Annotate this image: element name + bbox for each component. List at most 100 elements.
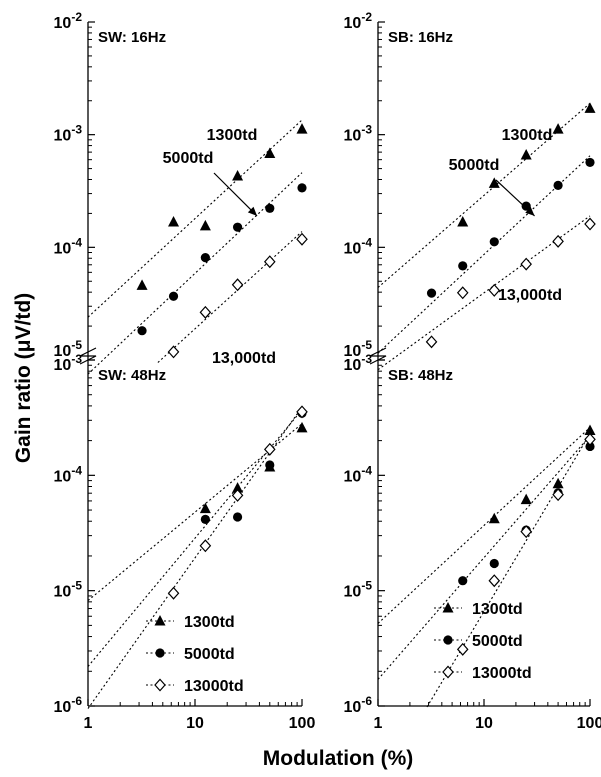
series	[87, 172, 307, 375]
triangle-marker	[488, 512, 500, 524]
y-tick-label: 10-5	[54, 338, 83, 360]
diamond-marker	[488, 574, 501, 588]
triangle-marker	[232, 169, 244, 181]
diamond-marker	[199, 305, 212, 319]
annotation-label: 13,000td	[212, 350, 276, 367]
triangle-marker	[457, 215, 469, 227]
fit-line	[426, 433, 591, 708]
circle-marker	[458, 576, 468, 586]
x-tick-label: 1	[374, 715, 383, 732]
triangle-marker	[520, 493, 532, 505]
y-tick-label: 10-3	[54, 352, 83, 374]
circle-marker	[168, 291, 179, 301]
circle-marker	[489, 558, 499, 569]
series	[377, 155, 595, 354]
triangle-marker	[520, 148, 532, 160]
y-tick-label: 10-4	[344, 235, 373, 257]
x-tick-label: 10	[186, 715, 204, 732]
triangle-marker	[296, 421, 308, 433]
series	[377, 215, 596, 371]
circle-marker	[553, 180, 563, 190]
fit-line	[87, 409, 303, 667]
triangle-marker	[199, 502, 211, 514]
triangle-marker	[264, 147, 276, 159]
y-tick-label: 10-3	[54, 123, 83, 145]
diamond-marker	[442, 665, 454, 679]
diamond-marker	[231, 278, 244, 292]
panel-title: SW: 48Hz	[98, 367, 166, 384]
circle-marker	[265, 460, 275, 470]
diamond-marker	[263, 442, 276, 456]
legend-label: 13000td	[184, 678, 244, 695]
diamond-marker	[296, 405, 308, 419]
triangle-marker	[154, 615, 166, 626]
triangle-marker	[488, 177, 500, 188]
annotation-label: 13,000td	[498, 287, 562, 304]
series	[87, 421, 308, 602]
triangle-marker	[168, 215, 180, 227]
x-tick-label: 100	[577, 715, 601, 732]
x-axis-title: Modulation (%)	[263, 747, 413, 770]
triangle-marker	[552, 477, 564, 489]
triangle-marker	[199, 219, 211, 231]
circle-marker	[232, 512, 243, 522]
annotation-arrow-head	[525, 206, 535, 216]
triangle-marker	[552, 123, 564, 134]
fit-line	[377, 102, 591, 288]
fit-line	[87, 406, 303, 709]
circle-marker	[297, 183, 307, 193]
diamond-marker	[231, 488, 244, 502]
diamond-marker	[167, 586, 180, 600]
y-tick-label: 10-5	[54, 579, 83, 601]
triangle-marker	[136, 279, 148, 290]
annotation-arrow-head	[247, 206, 258, 216]
x-tick-label: 100	[289, 715, 316, 732]
annotation-label: 1300td	[207, 127, 258, 144]
legend-label: 5000td	[184, 646, 235, 663]
circle-marker	[232, 222, 243, 232]
y-tick-label: 10-3	[344, 352, 373, 374]
panel: 10-6 10-5 10-4 10-3 1 10 100 SB: 48Hz 1300td 5000…	[344, 352, 601, 732]
diamond-marker	[167, 345, 180, 359]
y-tick-label: 10-4	[344, 463, 373, 485]
annotation-label: 5000td	[449, 157, 500, 174]
triangle-marker	[584, 424, 596, 435]
circle-marker	[443, 635, 453, 645]
y-tick-label: 10-6	[54, 694, 83, 716]
panel-title: SB: 16Hz	[388, 29, 453, 46]
fit-line	[157, 231, 303, 363]
circle-marker	[489, 237, 499, 247]
series	[377, 102, 596, 288]
series	[426, 432, 596, 708]
circle-marker	[265, 203, 275, 213]
fit-line	[377, 215, 591, 371]
panel-title: SW: 16Hz	[98, 29, 166, 46]
y-tick-label: 10-4	[54, 235, 83, 257]
annotation-label: 5000td	[163, 150, 214, 167]
diamond-marker	[552, 234, 564, 248]
x-tick-label: 10	[475, 715, 493, 732]
diamond-marker	[520, 525, 532, 539]
triangle-marker	[296, 123, 308, 134]
series	[87, 405, 308, 709]
y-tick-label: 10-6	[344, 694, 373, 716]
diamond-marker	[456, 286, 469, 300]
series	[377, 424, 596, 624]
fit-line	[377, 155, 591, 354]
diamond-marker	[584, 432, 596, 446]
legend-label: 5000td	[472, 633, 523, 650]
y-tick-label: 10-2	[54, 10, 83, 32]
circle-marker	[155, 648, 165, 658]
circle-marker	[585, 441, 595, 452]
circle-marker	[458, 261, 468, 271]
diamond-marker	[488, 283, 501, 297]
panel: 10-6 10-5 10-4 10-3 1 10 100 SW: 48Hz 1300td 5000…	[54, 352, 316, 732]
circle-marker	[200, 253, 210, 263]
fit-line	[87, 119, 303, 318]
x-tick-label: 1	[84, 715, 93, 732]
circle-marker	[585, 157, 595, 168]
diamond-marker	[425, 335, 438, 349]
circle-marker	[521, 201, 531, 211]
legend-label: 13000td	[472, 665, 532, 682]
